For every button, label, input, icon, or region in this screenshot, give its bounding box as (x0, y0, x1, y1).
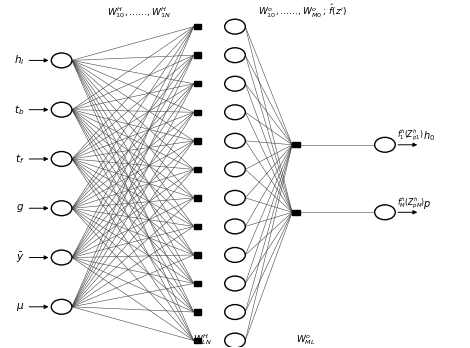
Circle shape (225, 219, 245, 234)
Circle shape (51, 102, 72, 117)
Text: $W_{10}^H,\ldots\ldots, W_{1N}^H$: $W_{10}^H,\ldots\ldots, W_{1N}^H$ (107, 5, 171, 20)
Circle shape (225, 333, 245, 348)
Text: $t_b$: $t_b$ (14, 103, 24, 117)
Circle shape (51, 53, 72, 68)
Bar (194, 24, 201, 29)
Bar (292, 142, 300, 148)
Circle shape (225, 19, 245, 34)
Text: $W_{ML}^o$: $W_{ML}^o$ (296, 334, 315, 347)
Bar (194, 224, 201, 229)
Circle shape (225, 190, 245, 205)
Text: $\mu$: $\mu$ (16, 301, 24, 313)
Circle shape (51, 151, 72, 166)
Text: $t_f$: $t_f$ (15, 152, 24, 166)
Circle shape (225, 48, 245, 63)
Circle shape (51, 299, 72, 314)
Bar (194, 252, 201, 258)
Circle shape (375, 137, 395, 152)
Circle shape (225, 276, 245, 291)
Text: $W_{10}^o,\ldots\ldots, W_{M0}^o\,;\,\hat{f}(z')$: $W_{10}^o,\ldots\ldots, W_{M0}^o\,;\,\ha… (258, 3, 347, 20)
Circle shape (51, 201, 72, 216)
Circle shape (225, 76, 245, 91)
Circle shape (51, 250, 72, 265)
Circle shape (375, 205, 395, 220)
Circle shape (225, 304, 245, 319)
Circle shape (225, 133, 245, 148)
Circle shape (225, 247, 245, 262)
Circle shape (225, 162, 245, 177)
Text: $\bar{y}$: $\bar{y}$ (16, 251, 24, 264)
Text: $f_1^h(Z_{p1}^h)$: $f_1^h(Z_{p1}^h)$ (397, 128, 424, 143)
Bar (194, 309, 201, 315)
Bar (194, 81, 201, 86)
Text: $h_0$: $h_0$ (423, 129, 435, 143)
Bar (194, 281, 201, 286)
Bar (194, 138, 201, 143)
Text: $f_M^h(Z_{pM}^h)$: $f_M^h(Z_{pM}^h)$ (397, 195, 425, 211)
Bar (194, 110, 201, 115)
Text: $g$: $g$ (16, 202, 24, 214)
Bar (194, 53, 201, 58)
Circle shape (225, 105, 245, 120)
Text: $W_{LN}^H$: $W_{LN}^H$ (193, 332, 212, 347)
Bar (194, 167, 201, 172)
Bar (194, 195, 201, 200)
Text: $h_i$: $h_i$ (14, 54, 24, 67)
Bar (292, 209, 300, 215)
Text: $p$: $p$ (423, 199, 431, 211)
Bar (194, 338, 201, 343)
